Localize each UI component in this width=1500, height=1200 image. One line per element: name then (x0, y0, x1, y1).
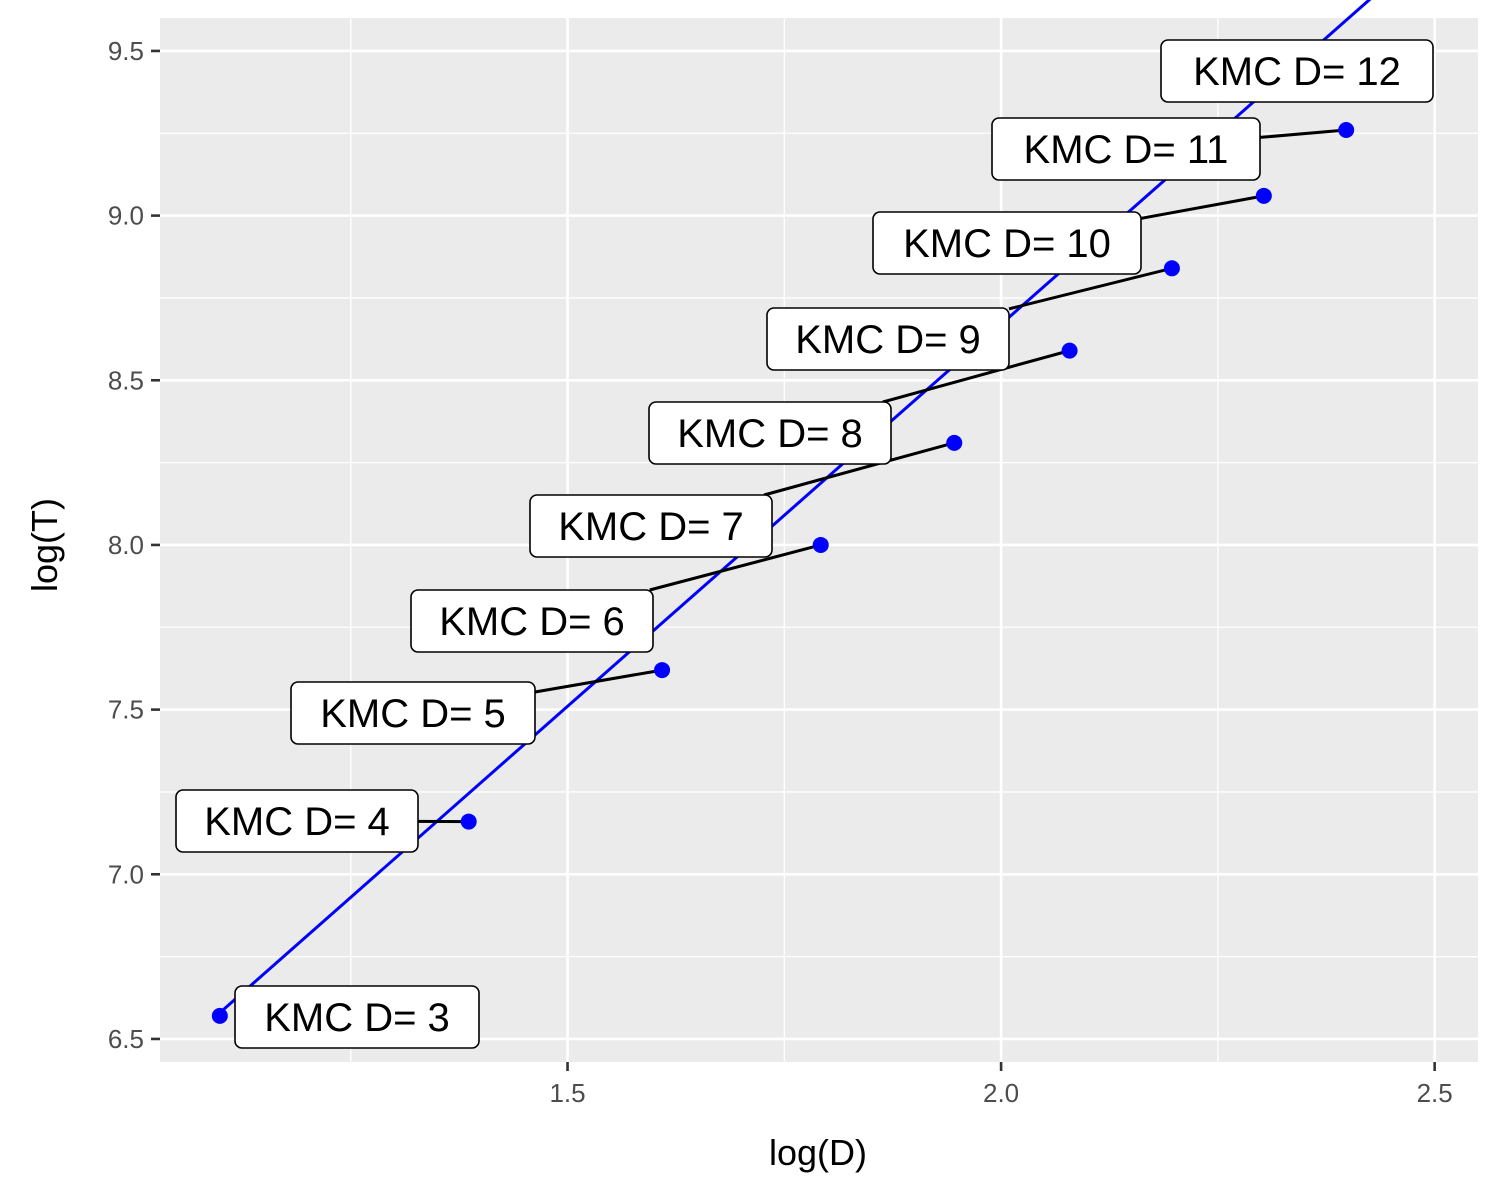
x-tick-label: 2.0 (983, 1078, 1019, 1108)
label-connector (1008, 266, 1173, 311)
label-connector (649, 543, 822, 592)
point-label-box (410, 589, 654, 653)
point-labels: KMC D= 3 KMC D= 4 KMC D= 5 KMC D= 6 KMC D= 7… (175, 39, 1434, 1049)
point-label: KMC D= 12 (1193, 50, 1401, 94)
point-label: KMC D= 7 (558, 505, 744, 549)
data-point (1163, 260, 1180, 277)
point-label: KMC D= 8 (677, 412, 863, 456)
y-axis-title: log(T) (24, 498, 65, 592)
data-point (1255, 187, 1272, 204)
y-tick-label: 6.5 (108, 1024, 144, 1054)
point-label-box (290, 681, 536, 745)
data-point (654, 662, 671, 679)
point-label-box (234, 985, 480, 1049)
point-label: KMC D= 6 (439, 600, 625, 644)
axes: 1.5 2.0 2.5 6.5 7.0 7.5 8.0 8.5 9.0 9.5 (108, 36, 1453, 1108)
y-tick-label: 9.0 (108, 201, 144, 231)
label-connector (882, 349, 1070, 404)
x-axis-title: log(D) (769, 1132, 867, 1173)
y-tick-label: 8.0 (108, 530, 144, 560)
point-label: KMC D= 3 (264, 996, 450, 1040)
x-tick-label: 2.5 (1417, 1078, 1453, 1108)
label-connector (763, 441, 955, 497)
data-point (946, 434, 963, 451)
label-connector (1259, 128, 1347, 139)
point-label-box (529, 494, 773, 558)
data-point (1061, 342, 1078, 359)
point-label-box (175, 789, 419, 853)
point-label-box (872, 211, 1142, 275)
point-label: KMC D= 4 (204, 800, 390, 844)
label-connector (534, 668, 663, 694)
data-point (211, 1007, 228, 1024)
y-tick-label: 7.0 (108, 859, 144, 889)
point-label: KMC D= 9 (795, 318, 981, 362)
point-label: KMC D= 11 (1024, 128, 1229, 172)
point-label-box (1160, 39, 1434, 103)
data-point (1338, 121, 1355, 138)
y-tick-label: 7.5 (108, 695, 144, 725)
label-connector (1140, 194, 1265, 220)
y-tick-label: 8.5 (108, 365, 144, 395)
data-point (460, 813, 477, 830)
label-segments (417, 128, 1347, 824)
y-tick-label: 9.5 (108, 36, 144, 66)
point-label: KMC D= 10 (903, 222, 1111, 266)
point-label-box (991, 117, 1261, 181)
point-label-box (766, 307, 1010, 371)
point-label: KMC D= 5 (320, 692, 506, 736)
point-label-box (648, 401, 892, 465)
x-tick-label: 1.5 (549, 1078, 585, 1108)
data-point (812, 536, 829, 553)
